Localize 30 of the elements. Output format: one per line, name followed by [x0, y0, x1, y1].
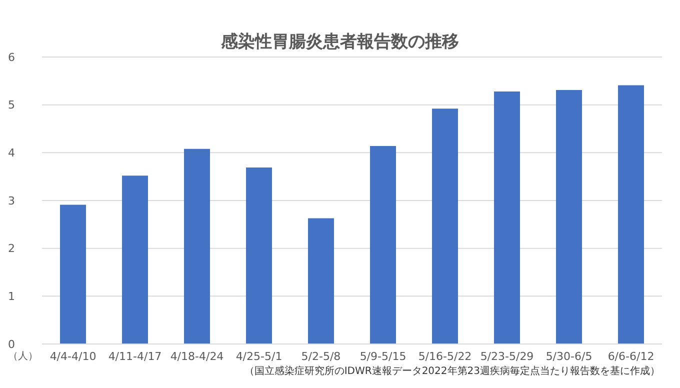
y-tick-label: 1: [8, 290, 15, 304]
x-tick-label: 5/30-6/5: [546, 350, 592, 363]
x-tick-label: 5/9-5/15: [360, 350, 406, 363]
y-tick-label: 3: [8, 194, 15, 208]
bar: [556, 90, 582, 344]
bar: [494, 91, 520, 344]
y-tick-label: 2: [8, 242, 15, 256]
x-tick-label: 5/2-5/8: [301, 350, 341, 363]
text: （国立感染症研究所のIDWR速報データ2022年第23週疾病毎定点当たり報告数を基に作成）: [244, 364, 660, 378]
bar: [184, 148, 210, 344]
x-tick-label: 4/4-4/10: [50, 350, 96, 363]
y-tick-label: 5: [8, 98, 15, 112]
x-tick-label: 4/11-4/17: [108, 350, 162, 363]
bar: [60, 204, 86, 344]
bar: [432, 108, 458, 344]
y-tick-label: 4: [8, 146, 15, 160]
bar: [618, 85, 644, 344]
bar: [122, 176, 148, 344]
y-tick-label: 0: [8, 338, 15, 351]
chart-title: 感染性胃腸炎患者報告数の推移: [221, 32, 459, 52]
x-tick-label: 4/18-4/24: [170, 350, 224, 363]
y-axis-title: （人）: [8, 350, 38, 363]
x-tick-label: 5/16-5/22: [418, 350, 472, 363]
x-tick-label: 4/25-5/1: [236, 350, 282, 363]
y-tick-label: 6: [8, 50, 15, 64]
x-tick-label: 6/6-6/12: [608, 350, 654, 363]
bar: [308, 218, 334, 344]
bar: [246, 167, 272, 344]
x-tick-label: 5/23-5/29: [480, 350, 534, 363]
bar: [370, 146, 396, 344]
